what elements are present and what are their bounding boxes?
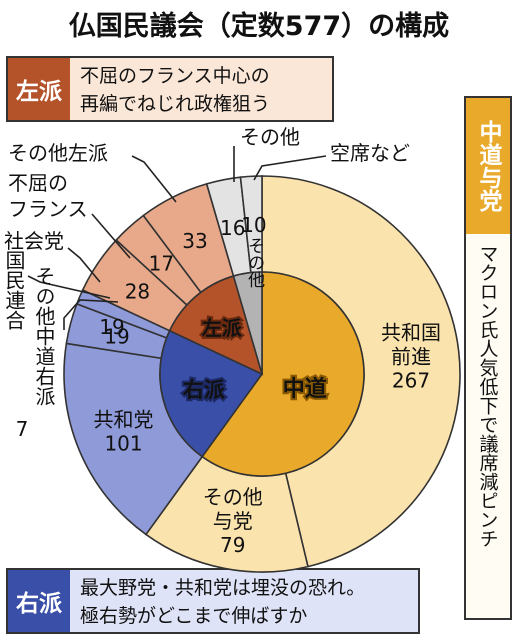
outer-value-1: 79 — [220, 533, 245, 557]
outer-value-2: 101 — [104, 432, 142, 456]
leader-line-5 — [67, 247, 101, 283]
left-note-line: 再編でねじれ政権狙う — [80, 93, 271, 115]
inner-label-2: 左派 — [202, 316, 243, 340]
left-note-box: 左派 不屈のフランス中心の 再編でねじれ政権狙う — [6, 56, 334, 122]
outer-value-6: 17 — [149, 252, 174, 276]
outer-value-8: 16 — [220, 216, 245, 240]
outer-name-7-0: その他左派 — [8, 141, 108, 165]
outer-name-6-0: 不屈の — [8, 171, 68, 195]
left-note-tag: 左派 — [8, 58, 70, 120]
leader-line-3 — [63, 299, 119, 330]
leader-line-4 — [27, 275, 111, 299]
page-title: 仏国民議会（定数577）の構成 — [68, 11, 450, 42]
outer-value-9: 10 — [241, 213, 266, 237]
outer-name-1-0: その他 — [203, 485, 263, 509]
right-note-tag: 右派 — [8, 570, 70, 632]
outer-value-4: 7 — [16, 417, 29, 441]
right-note-box: 右派 最大野党・共和党は埋没の恐れ。 極右勢がどこまで伸ばすか — [6, 568, 420, 634]
right-note-line: 極右勢がどこまで伸ばすか — [80, 605, 308, 627]
outer-name-0-0: 共和国 — [381, 320, 441, 344]
leader-line-6 — [91, 213, 131, 259]
inner-slice-0 — [201, 271, 365, 477]
outer-name-3-0: その他中道右派 — [32, 266, 56, 406]
outer-name-0-1: 前進 — [391, 344, 431, 368]
outer-value-5: 28 — [125, 279, 150, 303]
outer-name-1-1: 与党 — [213, 509, 253, 533]
inner-label-0: 中道 — [283, 376, 327, 402]
outer-value-7: 33 — [182, 229, 207, 253]
center-note-panel: 中道与党 マクロン氏人気低下で議席減ピンチ — [464, 96, 512, 620]
inner-label-1: 右派 — [183, 378, 226, 402]
center-note-tag: 中道与党 — [466, 98, 510, 234]
outer-name-6-1: フランス — [8, 197, 88, 221]
outer-name-8-0: その他 — [240, 125, 300, 149]
outer-name-4-0: 国民連合 — [2, 250, 26, 330]
left-note-text: 不屈のフランス中心の 再編でねじれ政権狙う — [80, 62, 328, 118]
right-note-text: 最大野党・共和党は埋没の恐れ。 極右勢がどこまで伸ばすか — [80, 574, 414, 630]
outer-name-5-0: 社会党 — [4, 229, 64, 253]
center-note-text: マクロン氏人気低下で議席減ピンチ — [476, 244, 499, 548]
inner-slice-2 — [168, 275, 264, 376]
outer-value-0: 267 — [392, 368, 430, 392]
leader-line-7 — [131, 155, 177, 203]
outer-value-3: 19 — [99, 315, 124, 339]
outer-name-9-0: 空席など — [330, 141, 410, 165]
right-note-line: 最大野党・共和党は埋没の恐れ。 — [80, 577, 366, 599]
outer-value-3: 19 — [104, 325, 129, 349]
inner-label-3: その他 — [244, 237, 265, 288]
left-note-line: 不屈のフランス中心の — [80, 65, 270, 87]
inner-slice-3 — [232, 271, 263, 375]
outer-name-2-0: 共和党 — [94, 408, 154, 432]
leader-line-9 — [253, 155, 327, 181]
